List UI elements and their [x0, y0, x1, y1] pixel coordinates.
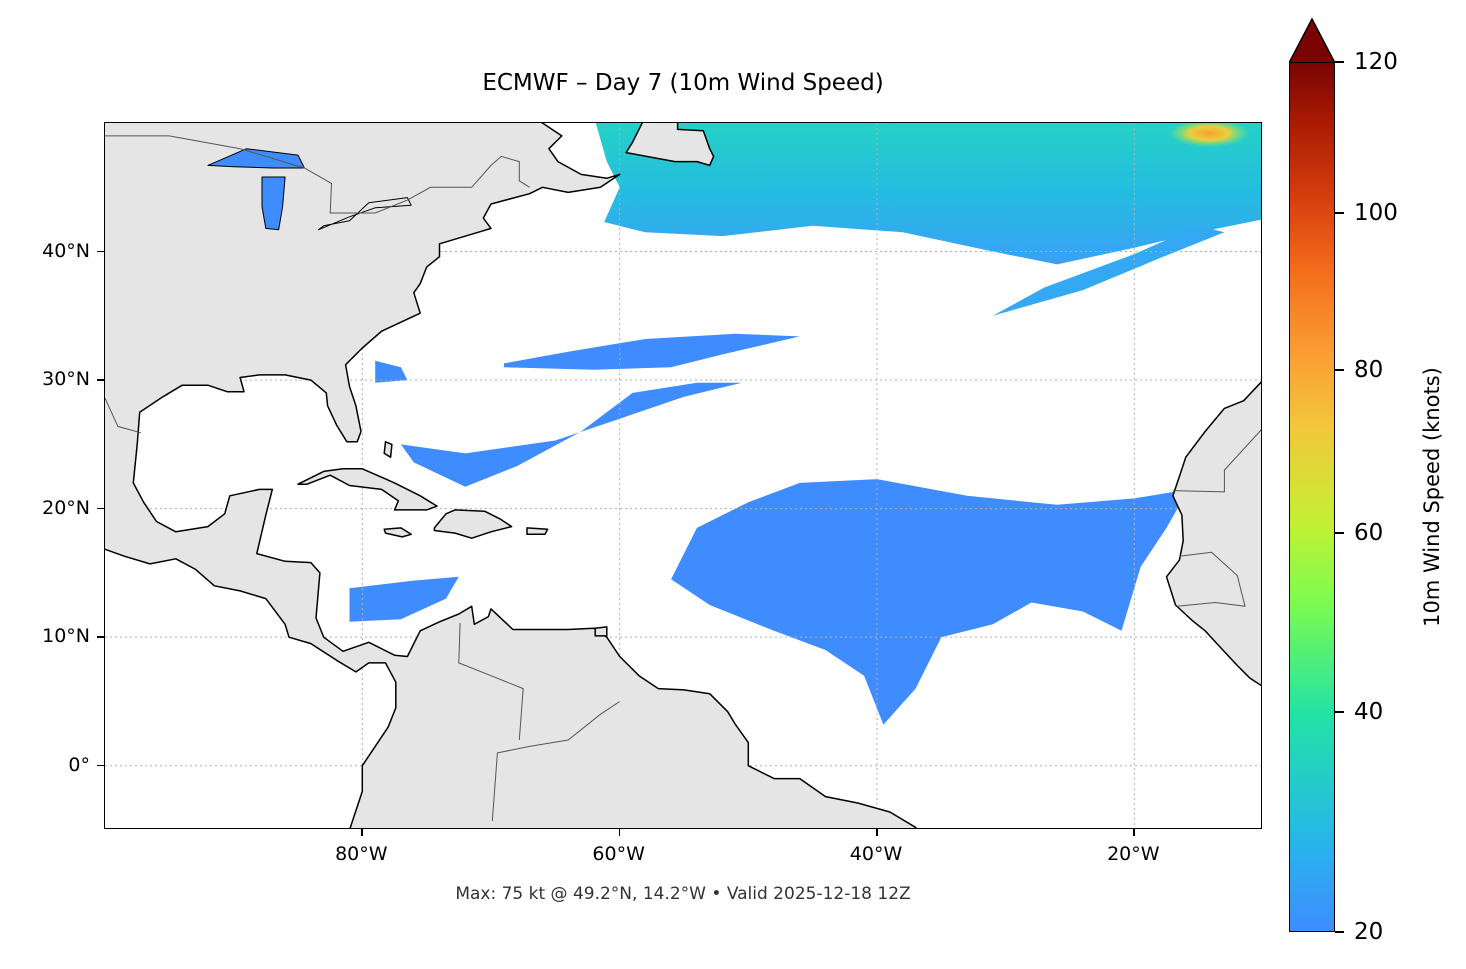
map-title: ECMWF – Day 7 (10m Wind Speed)	[482, 70, 884, 96]
border-us-mexico	[105, 397, 142, 434]
wind-field-northeast-tail	[992, 225, 1225, 316]
wind-field-north-atlantic	[595, 123, 1261, 265]
wind-field-tropical-atlantic	[671, 479, 1189, 725]
land-jamaica	[383, 527, 412, 538]
land-newfoundland	[625, 123, 715, 167]
x-tick-mark	[1133, 829, 1135, 836]
colorbar-tick-mark	[1335, 532, 1344, 534]
land-cuba	[297, 468, 438, 511]
lake-erie-ontario	[318, 197, 412, 231]
y-tick-label: 30°N	[42, 368, 90, 391]
y-tick-mark	[97, 250, 104, 253]
colorbar-tick-label: 60	[1354, 520, 1384, 546]
y-tick-label: 10°N	[42, 625, 90, 648]
y-tick-mark	[97, 379, 104, 381]
y-tick-label: 0°	[68, 753, 90, 776]
x-tick-label: 80°W	[335, 843, 388, 865]
colorbar-tick-mark	[1335, 931, 1344, 933]
border-western-sahara	[1172, 429, 1261, 493]
colorbar	[1289, 62, 1335, 932]
wind-maximum-marker	[1168, 123, 1249, 148]
land-africa	[1165, 381, 1261, 687]
wind-field-subtropical-streak	[400, 382, 742, 487]
land-hispaniola	[433, 509, 513, 539]
colorbar-extend-arrow	[1289, 18, 1335, 63]
x-tick-mark	[618, 829, 621, 836]
colorbar-tick-label: 20	[1354, 919, 1384, 945]
wind-field-bahamas	[375, 360, 408, 383]
y-tick-mark	[97, 764, 104, 767]
colorbar-tick-label: 80	[1354, 357, 1384, 383]
y-tick-mark	[97, 636, 104, 638]
lake-michigan	[261, 176, 286, 231]
land-americas	[105, 123, 918, 828]
land-trinidad	[594, 626, 608, 637]
border-mauritania-senegal	[1176, 551, 1246, 607]
border-venezuela-colombia	[458, 622, 524, 741]
border-us-canada	[105, 135, 530, 214]
land-bahamas-andros	[383, 441, 393, 458]
y-tick-mark	[97, 507, 104, 510]
map-plot-area	[104, 122, 1262, 829]
x-tick-mark	[876, 829, 878, 836]
colorbar-tick-label: 100	[1354, 200, 1398, 226]
land-puerto-rico	[526, 527, 549, 536]
map-footer-caption: Max: 75 kt @ 49.2°N, 14.2°W • Valid 2025…	[455, 884, 911, 904]
colorbar-tick-label: 120	[1354, 49, 1398, 75]
x-tick-label: 20°W	[1107, 843, 1160, 865]
x-tick-label: 60°W	[592, 843, 645, 865]
map-canvas	[105, 123, 1261, 828]
y-tick-label: 40°N	[42, 239, 90, 262]
colorbar-tick-mark	[1335, 369, 1344, 371]
colorbar-tick-mark	[1335, 61, 1344, 63]
x-tick-mark	[361, 829, 363, 836]
y-tick-label: 20°N	[42, 496, 90, 519]
wind-field-30n-streak	[503, 333, 800, 370]
colorbar-tick-mark	[1335, 212, 1344, 214]
colorbar-tick-mark	[1335, 711, 1344, 713]
wind-field-caribbean	[349, 576, 459, 622]
x-tick-label: 40°W	[849, 843, 903, 865]
border-brazil	[491, 701, 620, 822]
colorbar-tick-label: 40	[1354, 699, 1384, 725]
colorbar-label: 10m Wind Speed (knots)	[1420, 367, 1444, 627]
